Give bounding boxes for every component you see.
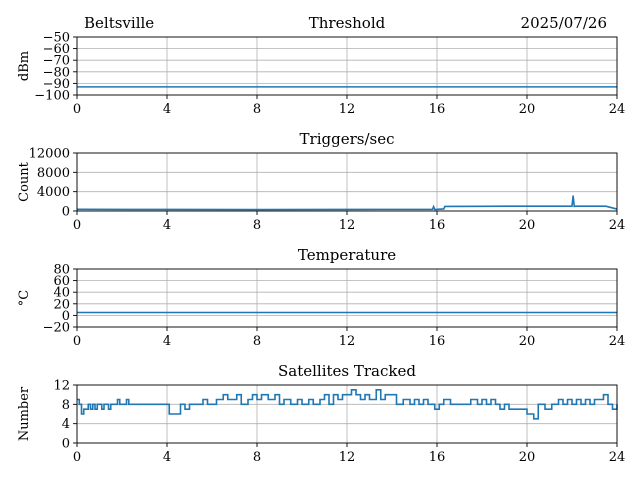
satellites-x-tick-label: 8 [253, 450, 261, 465]
triggers-y-axis-label: Count [17, 161, 32, 202]
temperature-y-axis-label: °C [17, 290, 32, 307]
threshold-x-tick-label: 24 [609, 102, 626, 117]
satellites-x-tick-label: 12 [339, 450, 356, 465]
triggers-series-line [76, 195, 618, 211]
threshold-title: Threshold [309, 14, 386, 32]
satellites-y-tick-label: 8 [62, 398, 70, 413]
threshold-x-tick-label: 20 [519, 102, 536, 117]
threshold-y-tick-label: −80 [43, 65, 70, 80]
location-label: Beltsville [84, 14, 154, 32]
threshold-y-axis-label: dBm [17, 51, 32, 81]
threshold-x-tick-label: 4 [163, 102, 171, 117]
threshold-y-tick-label: −90 [43, 77, 70, 92]
threshold-x-tick-label: 0 [73, 102, 81, 117]
triggers-x-tick-label: 24 [609, 218, 626, 233]
temperature-y-tick-label: 40 [53, 286, 70, 301]
temperature-x-tick-label: 8 [253, 334, 261, 349]
threshold-x-tick-label: 16 [429, 102, 446, 117]
temperature-x-tick-label: 0 [73, 334, 81, 349]
threshold-x-tick-label: 12 [339, 102, 356, 117]
triggers-panel: 0 4 8 12 16 20 24 0 4000 8000 12000 Triggers/sec Cou… [17, 130, 625, 233]
triggers-y-tick-label: 0 [62, 205, 70, 220]
temperature-x-tick-label: 16 [429, 334, 446, 349]
satellites-x-tick-label: 20 [519, 450, 536, 465]
triggers-x-tick-label: 4 [163, 218, 171, 233]
triggers-x-tick-label: 20 [519, 218, 536, 233]
temperature-x-tick-label: 24 [609, 334, 626, 349]
satellites-x-tick-label: 4 [163, 450, 171, 465]
temperature-y-tick-label: 80 [53, 263, 70, 278]
triggers-x-tick-label: 0 [73, 218, 81, 233]
temperature-y-tick-label: 60 [53, 274, 70, 289]
chart-panels: 0 4 8 12 16 20 24 −100−90−80−70−60−50 Threshold d… [17, 14, 625, 465]
triggers-y-tick-label: 8000 [37, 166, 70, 181]
threshold-panel: 0 4 8 12 16 20 24 −100−90−80−70−60−50 Threshold d… [17, 14, 625, 117]
temperature-title: Temperature [298, 246, 396, 264]
temperature-y-tick-label: 20 [53, 297, 70, 312]
satellites-y-axis-label: Number [17, 386, 32, 441]
triggers-y-tick-label: 4000 [37, 185, 70, 200]
threshold-y-tick-label: −60 [43, 42, 70, 57]
threshold-x-tick-label: 8 [253, 102, 261, 117]
satellites-y-tick-label: 12 [53, 379, 70, 394]
threshold-y-tick-label: −70 [43, 54, 70, 69]
triggers-y-tick-label: 12000 [29, 147, 70, 162]
satellites-panel: 0 4 8 12 16 20 24 0 4 8 12 Satellites Tracked Number [17, 362, 625, 465]
satellites-title: Satellites Tracked [278, 362, 416, 380]
triggers-x-tick-label: 12 [339, 218, 356, 233]
satellites-series-line [77, 389, 618, 420]
triggers-x-tick-label: 8 [253, 218, 261, 233]
temperature-x-tick-label: 20 [519, 334, 536, 349]
temperature-x-tick-label: 4 [163, 334, 171, 349]
satellites-x-tick-label: 0 [73, 450, 81, 465]
satellites-x-tick-label: 24 [609, 450, 626, 465]
satellites-y-tick-label: 0 [62, 437, 70, 452]
triggers-x-tick-label: 16 [429, 218, 446, 233]
date-label: 2025/07/26 [521, 14, 607, 32]
temperature-y-tick-label: 0 [62, 309, 70, 324]
triggers-title: Triggers/sec [300, 130, 395, 148]
threshold-y-tick-label: −50 [43, 31, 70, 46]
temperature-x-tick-label: 12 [339, 334, 356, 349]
satellites-x-tick-label: 16 [429, 450, 446, 465]
satellites-y-tick-label: 4 [62, 417, 70, 432]
temperature-y-tick-label: −20 [43, 321, 70, 336]
threshold-y-tick-label: −100 [34, 89, 70, 104]
